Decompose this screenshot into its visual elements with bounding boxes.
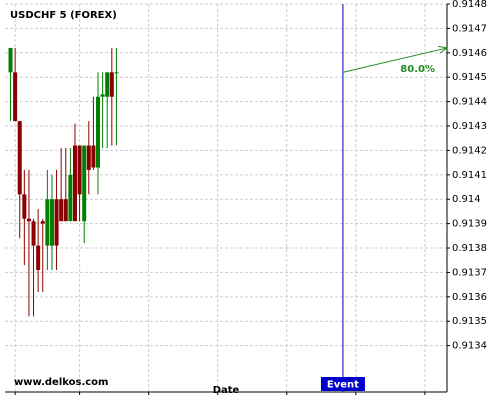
- y-tick-label: 0.9144: [452, 97, 487, 108]
- candle-body: [100, 94, 105, 97]
- candle-body: [22, 194, 27, 219]
- candle-body: [109, 72, 114, 97]
- y-tick-label: 0.9142: [452, 145, 487, 156]
- event-label: Event: [327, 380, 359, 391]
- candle-body: [63, 199, 68, 222]
- candle-body: [68, 174, 73, 222]
- candle-body: [59, 199, 64, 222]
- candle-body: [105, 72, 110, 97]
- candle-body: [91, 145, 96, 168]
- candle-body: [26, 218, 31, 222]
- candle-body: [114, 72, 119, 74]
- candle-body: [82, 145, 87, 222]
- candle-body: [77, 145, 82, 195]
- candle-body: [45, 199, 50, 246]
- y-tick-label: 0.9137: [452, 267, 487, 278]
- candle-body: [72, 145, 77, 222]
- chart-title: USDCHF 5 (FOREX): [10, 10, 117, 21]
- arrow-head: [438, 45, 449, 54]
- y-tick-label: 0.9139: [452, 219, 487, 230]
- watermark: www.delkos.com: [14, 377, 108, 388]
- candle-body: [40, 221, 45, 224]
- candle-body: [8, 47, 13, 73]
- candle-body: [54, 199, 59, 246]
- y-tick-label: 0.914: [452, 194, 481, 205]
- y-tick-label: 0.9135: [452, 316, 487, 327]
- y-tick-label: 0.9138: [452, 243, 487, 254]
- forecast-label: 80.0%: [400, 64, 435, 75]
- candle-body: [36, 245, 41, 270]
- y-tick-label: 0.9145: [452, 72, 487, 83]
- candle-body: [17, 121, 22, 195]
- y-tick-label: 0.9136: [452, 292, 487, 303]
- x-axis-label: Date: [213, 385, 240, 396]
- candle-body: [31, 221, 36, 246]
- y-tick-label: 0.9148: [452, 0, 487, 10]
- y-tick-label: 0.9146: [452, 48, 487, 59]
- candle-body: [49, 199, 54, 246]
- forecast-arrow: [342, 47, 448, 73]
- event-box: [320, 377, 365, 391]
- candle-body: [86, 145, 91, 170]
- y-tick-label: 0.9147: [452, 23, 487, 34]
- y-tick-label: 0.9141: [452, 170, 487, 181]
- y-tick-label: 0.9134: [452, 341, 487, 352]
- candle-body: [13, 72, 18, 122]
- candle-body: [96, 96, 101, 168]
- y-tick-label: 0.9143: [452, 121, 487, 132]
